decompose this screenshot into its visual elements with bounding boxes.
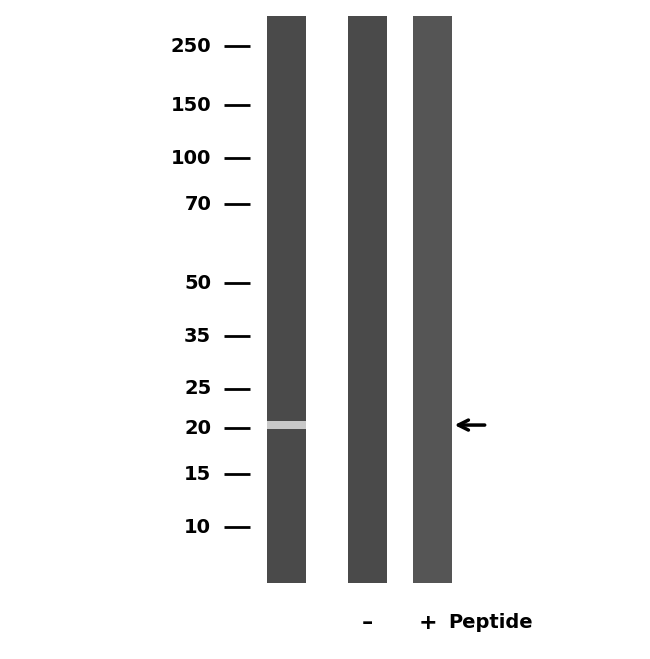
Text: +: +: [419, 613, 437, 633]
Text: 70: 70: [185, 195, 211, 214]
Bar: [348, 16, 387, 583]
Text: 250: 250: [170, 37, 211, 55]
Text: –: –: [361, 613, 373, 633]
Text: 100: 100: [171, 149, 211, 167]
Text: 150: 150: [170, 96, 211, 115]
Bar: [266, 421, 306, 429]
Text: 15: 15: [184, 465, 211, 484]
Text: 20: 20: [184, 419, 211, 438]
Text: 10: 10: [184, 518, 211, 536]
Text: 35: 35: [184, 327, 211, 345]
Text: Peptide: Peptide: [448, 614, 533, 632]
Bar: [413, 16, 452, 583]
Bar: [266, 16, 306, 583]
Text: 50: 50: [184, 274, 211, 293]
Text: 25: 25: [184, 380, 211, 398]
